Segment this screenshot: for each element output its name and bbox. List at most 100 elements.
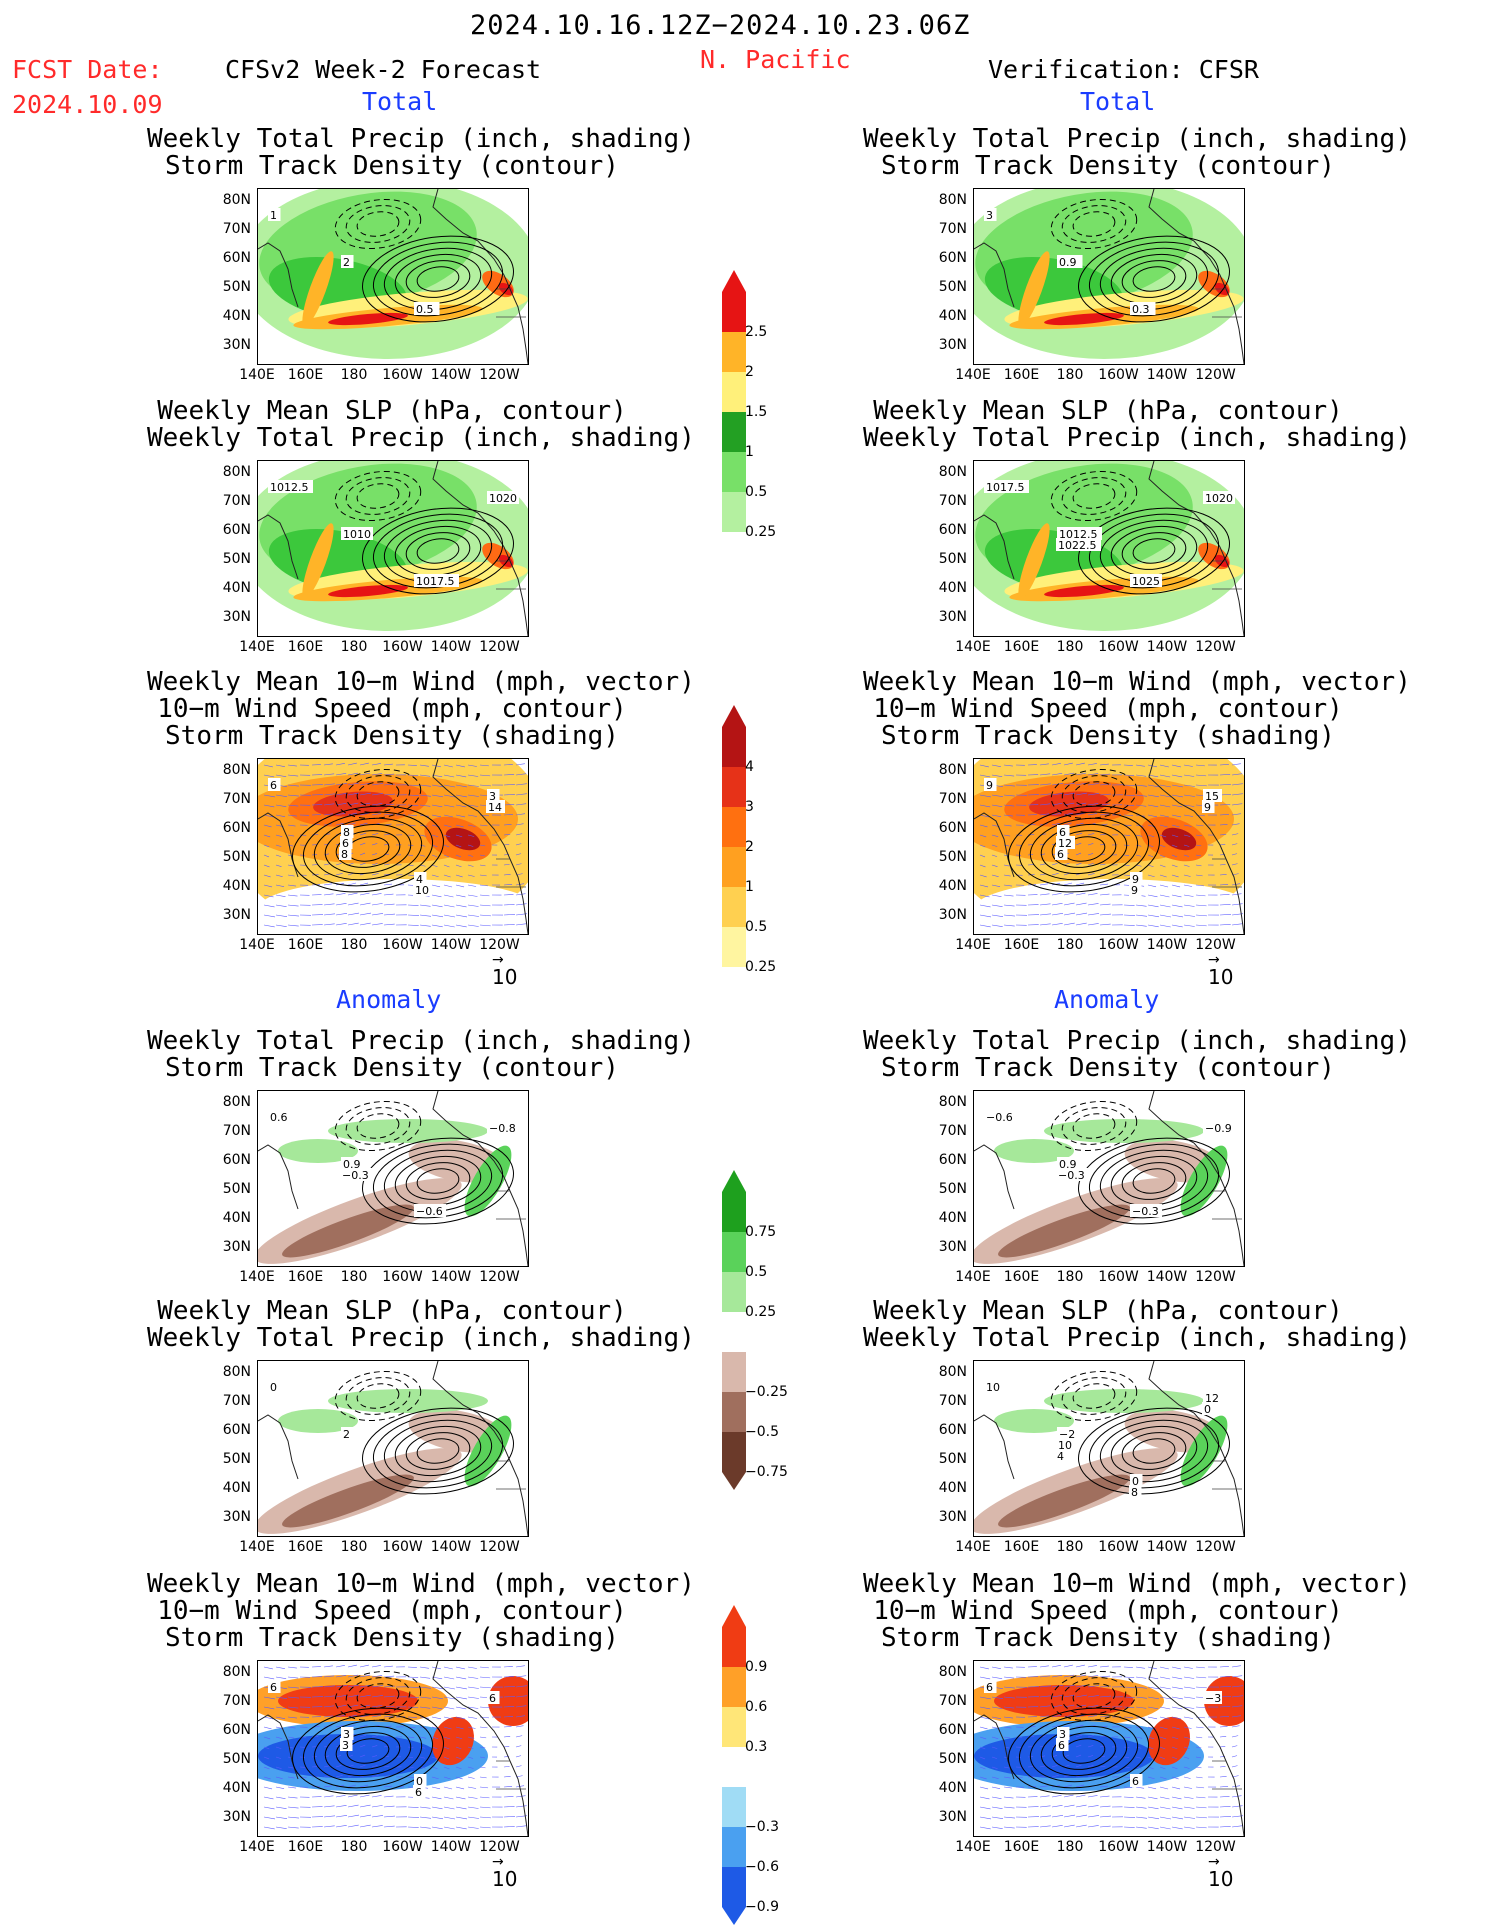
wind-vector: [1159, 1766, 1166, 1770]
wind-vector: [371, 763, 381, 766]
lat-tick-label: 70N: [222, 1123, 251, 1139]
wind-vector: [431, 814, 442, 818]
wind-vector: [1123, 764, 1133, 766]
vector-reference: → 10: [1208, 1855, 1234, 1891]
wind-vector: [359, 1794, 370, 1798]
wind-vector: [275, 1716, 286, 1719]
lat-tick-label: 70N: [938, 1693, 967, 1709]
contour-label: 4: [1055, 1449, 1068, 1463]
contour-label: 0.5: [414, 302, 440, 316]
wind-vector: [1195, 1746, 1202, 1749]
wind-vector: [419, 1696, 431, 1699]
svg-text:−3: −3: [1205, 1692, 1221, 1705]
contour-label: 0.9: [341, 1157, 367, 1171]
wind-vector: [1159, 1796, 1170, 1800]
wind-vector: [1051, 812, 1062, 816]
wind-vector: [1123, 914, 1136, 916]
wind-vector: [323, 883, 333, 886]
wind-vector: [1123, 1806, 1135, 1808]
lon-tick-label: 140W: [430, 639, 472, 655]
wind-vector: [1075, 882, 1085, 886]
wind-vector: [359, 1694, 371, 1698]
lat-tick-label: 30N: [222, 609, 251, 625]
wind-vector: [443, 894, 454, 898]
wind-vector: [431, 854, 438, 858]
colorbar-segment: [722, 332, 746, 372]
contour-label: −2: [1057, 1427, 1076, 1441]
panel-title-line: Weekly Total Precip (inch, shading): [863, 124, 1411, 154]
wind-vector: [503, 774, 515, 776]
wind-vector: [467, 1766, 474, 1769]
colorbar-segment: [722, 967, 746, 1007]
wind-vector: [479, 1796, 490, 1799]
wind-vector: [1039, 803, 1051, 806]
lon-tick-label: 140W: [430, 1539, 472, 1555]
wind-vector: [443, 834, 451, 838]
svg-text:6: 6: [489, 1692, 496, 1705]
wind-vector: [371, 1705, 383, 1708]
wind-vector: [467, 1716, 478, 1719]
wind-vector: [335, 1804, 347, 1808]
wind-vector: [1183, 1746, 1190, 1749]
wind-vector: [1231, 1715, 1242, 1718]
contour-line: [1072, 781, 1116, 807]
wind-vector: [1147, 1686, 1159, 1690]
wind-vector: [1183, 1816, 1196, 1819]
wind-vector: [1003, 1676, 1015, 1679]
wind-vector: [1147, 1806, 1159, 1810]
colorbar-tick-label: 2: [745, 364, 754, 380]
wind-vector: [979, 874, 987, 878]
wind-vector: [1003, 914, 1016, 917]
svg-text:0.3: 0.3: [1132, 303, 1150, 316]
wind-vector: [419, 1746, 426, 1749]
wind-vector: [275, 1806, 287, 1809]
colorbar: [722, 705, 746, 1025]
lon-tick-label: 160E: [287, 367, 324, 383]
wind-vector: [335, 902, 347, 906]
wind-vector: [287, 914, 300, 917]
wind-vector: [1183, 1716, 1194, 1719]
contour-label: 6: [487, 1691, 500, 1705]
wind-vector: [371, 803, 383, 806]
coastline: [432, 1091, 528, 1266]
wind-vector: [455, 1736, 463, 1740]
lat-tick-label: 50N: [938, 1451, 967, 1467]
wind-vector: [419, 834, 427, 837]
wind-vector: [1171, 1666, 1181, 1670]
wind-vector: [323, 1715, 334, 1718]
wind-vector: [1039, 1705, 1051, 1708]
wind-vector: [1195, 924, 1207, 927]
wind-vector: [407, 1676, 419, 1678]
wind-vector: [1003, 924, 1015, 927]
lon-tick-label: 160W: [382, 367, 423, 383]
wind-vector: [1063, 1724, 1072, 1728]
svg-text:3: 3: [1059, 1728, 1066, 1741]
wind-vector: [431, 1686, 443, 1690]
wind-vector: [431, 1826, 443, 1830]
wind-vector: [1051, 892, 1062, 896]
wind-vector: [1183, 904, 1195, 907]
wind-vector: [1087, 1765, 1094, 1768]
panel-title-line: Storm Track Density (contour): [881, 151, 1335, 181]
lat-tick-label: 60N: [938, 250, 967, 266]
wind-vector: [1051, 922, 1063, 926]
vector-reference-label: 10: [1208, 1867, 1234, 1891]
wind-vector: [347, 1804, 359, 1808]
wind-vector: [1231, 1805, 1243, 1808]
panel-title-line: Storm Track Density (shading): [881, 721, 1335, 751]
wind-vector: [1087, 903, 1099, 906]
lon-tick-label: 160W: [1098, 639, 1139, 655]
wind-vector: [1003, 1776, 1011, 1779]
wind-vector: [371, 783, 383, 786]
lat-tick-label: 70N: [938, 1393, 967, 1409]
wind-vector: [1087, 1825, 1099, 1828]
wind-vector: [1219, 1766, 1226, 1768]
wind-vector: [1183, 844, 1190, 847]
wind-vector: [455, 814, 466, 818]
wind-vector: [1051, 1674, 1063, 1678]
wind-vector: [1171, 894, 1182, 898]
wind-vector: [1159, 1786, 1169, 1790]
contour-label: 6: [984, 1680, 997, 1694]
wind-vector: [1003, 784, 1015, 787]
wind-vector: [1075, 792, 1087, 796]
